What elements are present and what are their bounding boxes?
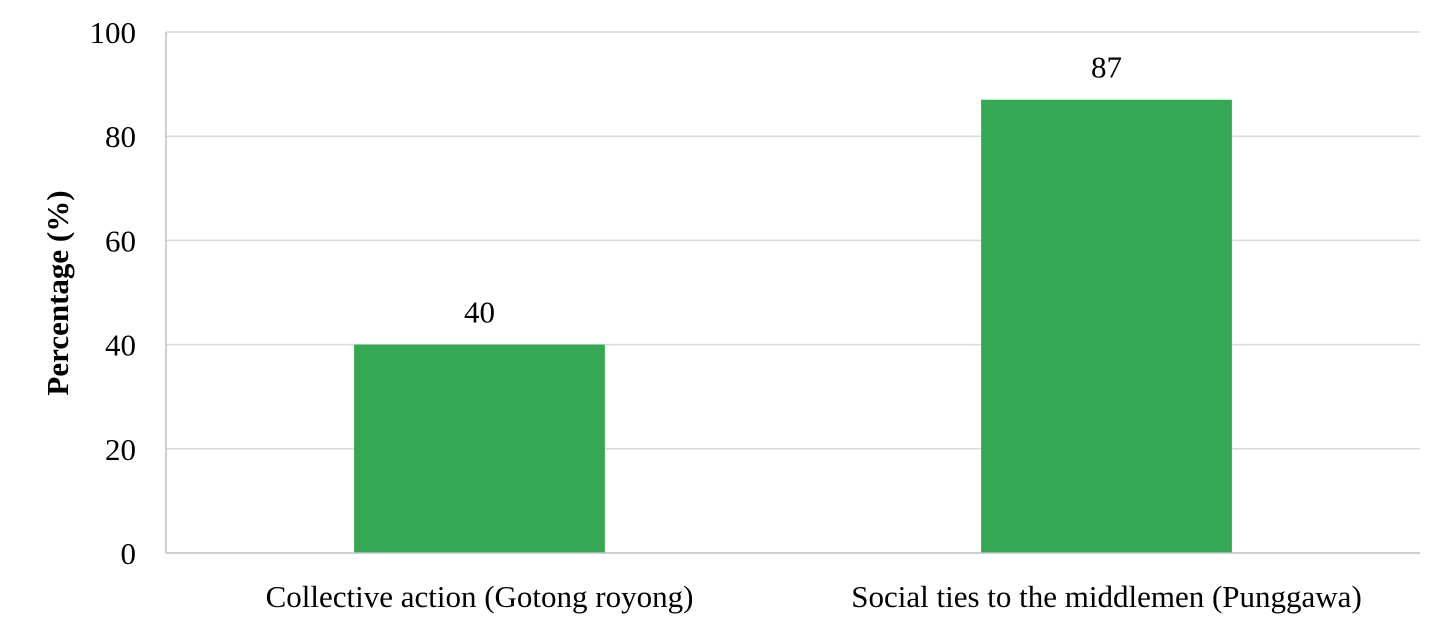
y-tick-label: 60 (105, 223, 136, 258)
y-tick-label: 100 (90, 15, 137, 50)
x-category-label: Collective action (Gotong royong) (266, 579, 694, 614)
y-tick-label: 20 (105, 432, 136, 467)
data-label: 87 (1091, 50, 1122, 85)
y-tick-label: 0 (121, 536, 137, 571)
y-tick-label: 40 (105, 328, 136, 363)
y-axis-title: Percentage (%) (40, 190, 75, 395)
bars (354, 99, 1232, 553)
y-tick-label: 80 (105, 119, 136, 154)
bar (981, 99, 1232, 553)
labels: 0 20 40 60 80 100 40 Collective action (Gotong … (90, 15, 1362, 614)
x-category-label: Social ties to the middlemen (Punggawa) (851, 579, 1362, 614)
axes (165, 32, 1420, 554)
data-label: 40 (464, 295, 495, 330)
bar (354, 344, 605, 553)
